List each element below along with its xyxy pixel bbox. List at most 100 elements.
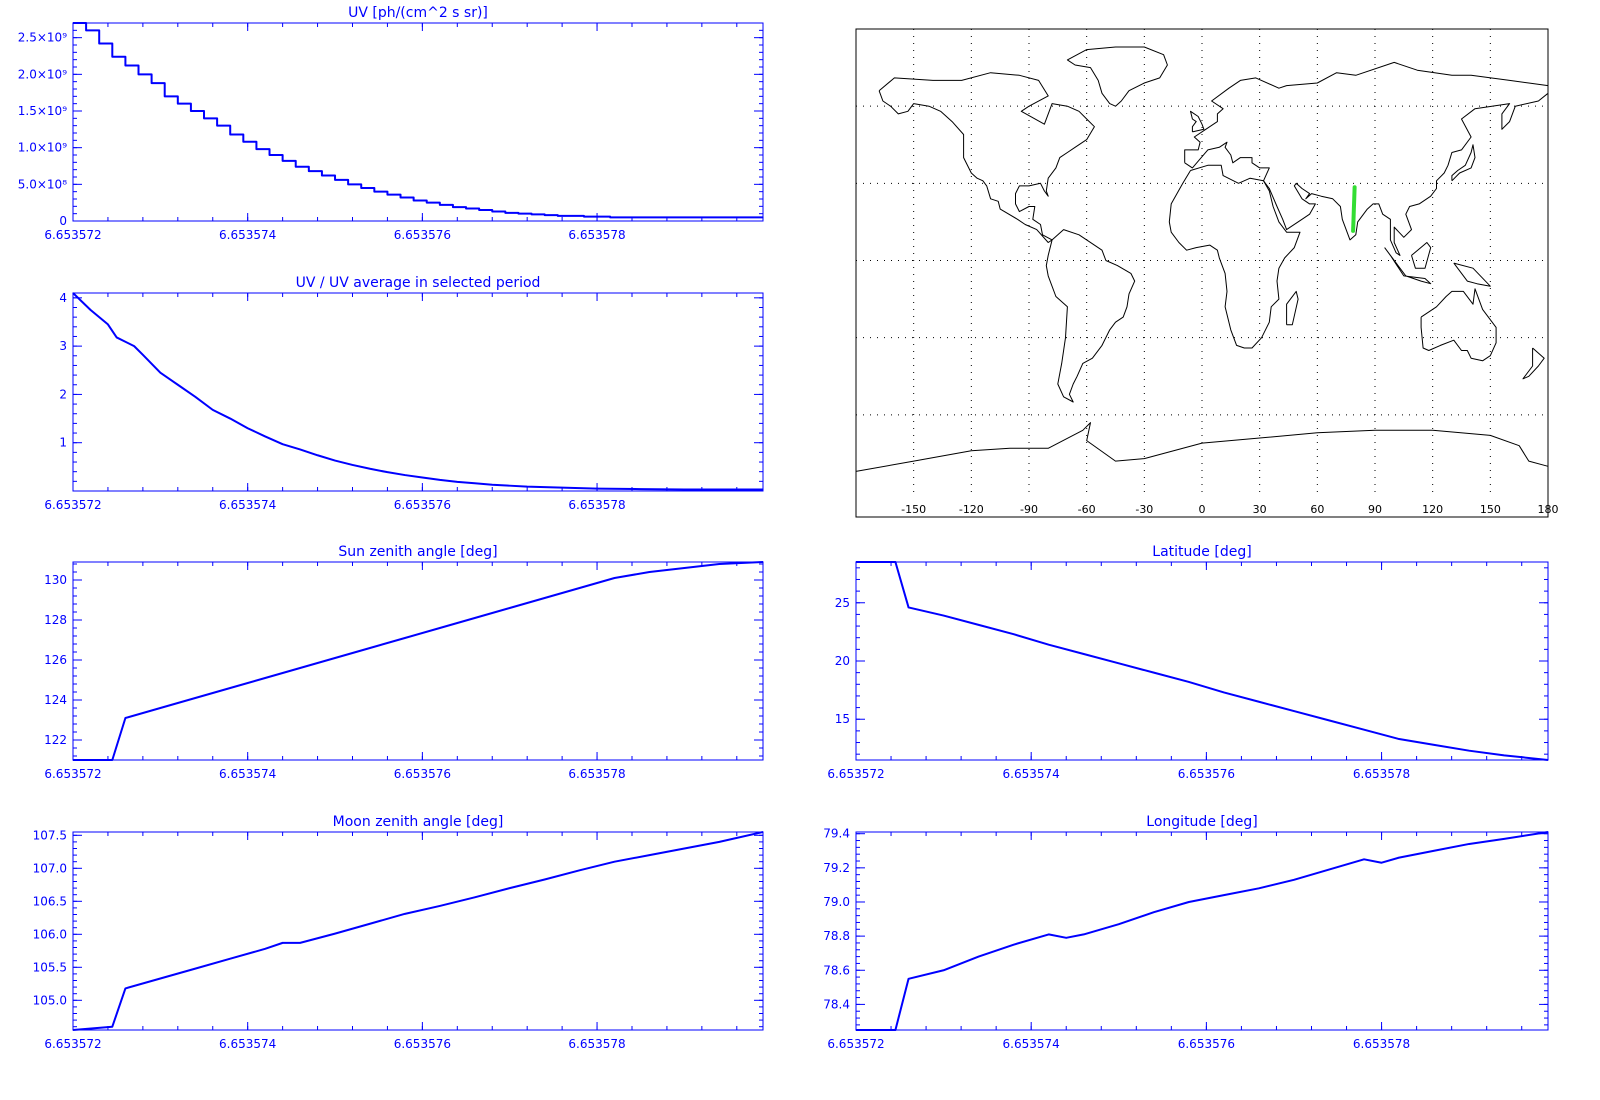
data-point bbox=[1118, 662, 1120, 664]
data-point bbox=[203, 117, 205, 119]
data-point bbox=[561, 487, 563, 489]
y-tick-label: 79.4 bbox=[823, 827, 850, 841]
data-point bbox=[491, 484, 493, 486]
data-point bbox=[718, 841, 720, 843]
data-point bbox=[648, 854, 651, 856]
y-tick-label: 107.0 bbox=[33, 861, 67, 875]
data-point bbox=[247, 427, 249, 429]
indonesia-outline bbox=[1384, 247, 1432, 285]
map-lon-label: 120 bbox=[1422, 503, 1443, 516]
map-lon-label: 60 bbox=[1310, 503, 1324, 516]
data-point bbox=[465, 207, 467, 210]
data-point bbox=[124, 717, 127, 719]
data-point bbox=[137, 73, 140, 75]
data-point bbox=[334, 459, 336, 462]
data-point bbox=[942, 614, 945, 617]
data-point bbox=[133, 345, 135, 347]
map-lon-label: -90 bbox=[1020, 503, 1038, 516]
data-point bbox=[1503, 754, 1505, 756]
x-tick-label: 6.653574 bbox=[219, 498, 276, 512]
sun-zenith-chart: Sun zenith angle [deg] 6.653572 6.653574 6.… bbox=[44, 544, 764, 781]
y-tick-label: 106.0 bbox=[33, 927, 67, 941]
data-point bbox=[1013, 633, 1015, 635]
map-lon-label: 0 bbox=[1199, 503, 1206, 516]
plot-frame bbox=[72, 561, 764, 761]
data-point bbox=[373, 191, 375, 193]
data-point bbox=[683, 216, 685, 218]
data-point bbox=[894, 561, 897, 563]
y-tick-label: 78.6 bbox=[823, 963, 850, 977]
map-lon-label: 90 bbox=[1368, 503, 1382, 516]
y-tick-label: 4 bbox=[59, 291, 67, 305]
data-point bbox=[369, 468, 371, 470]
data-point bbox=[299, 667, 301, 669]
new-zealand-outline bbox=[1522, 347, 1545, 380]
data-point bbox=[369, 647, 371, 649]
data-point bbox=[907, 978, 910, 980]
data-point bbox=[557, 215, 559, 217]
chart-title: UV / UV average in selected period bbox=[296, 275, 541, 291]
data-point bbox=[426, 202, 428, 204]
data-point bbox=[386, 194, 389, 196]
plot-frame bbox=[855, 831, 1549, 1031]
data-point bbox=[351, 464, 354, 466]
data-point bbox=[439, 479, 441, 481]
chart-title: Latitude [deg] bbox=[1152, 544, 1251, 560]
data-point bbox=[334, 179, 336, 181]
plot-frame bbox=[72, 292, 764, 492]
data-point bbox=[439, 204, 441, 206]
y-tick-label: 78.8 bbox=[823, 929, 850, 943]
data-point bbox=[1503, 838, 1505, 840]
y-tick-label: 0 bbox=[59, 214, 67, 228]
data-point bbox=[474, 482, 476, 484]
data-point bbox=[1468, 750, 1470, 752]
plot-frame bbox=[72, 831, 764, 1031]
data-point bbox=[683, 488, 685, 491]
data-point bbox=[509, 607, 511, 609]
data-point bbox=[1048, 933, 1050, 936]
data-point bbox=[72, 1029, 74, 1031]
data-point bbox=[194, 968, 196, 970]
data-point bbox=[1258, 887, 1260, 889]
data-point bbox=[229, 133, 231, 136]
data-point bbox=[190, 110, 192, 112]
y-tick-label: 106.5 bbox=[33, 894, 67, 908]
data-point bbox=[907, 606, 910, 609]
y-tick-label: 3 bbox=[59, 339, 67, 353]
data-point bbox=[1363, 858, 1365, 860]
longitude-chart: Longitude [deg] 6.653572 6.653574 6.653576 6… bbox=[823, 814, 1549, 1051]
x-tick-label: 6.653578 bbox=[568, 767, 625, 781]
data-point bbox=[526, 486, 528, 488]
data-point bbox=[570, 215, 572, 217]
data-point bbox=[229, 958, 231, 960]
data-point bbox=[264, 948, 266, 950]
x-tick-label: 6.653572 bbox=[44, 1037, 101, 1051]
y-tick-label: 79.0 bbox=[823, 895, 850, 909]
data-point bbox=[282, 160, 284, 162]
data-point bbox=[1153, 672, 1155, 674]
data-point bbox=[347, 183, 349, 185]
map-lon-label: -60 bbox=[1078, 503, 1096, 516]
data-point bbox=[609, 216, 611, 218]
data-point bbox=[583, 216, 585, 218]
data-point bbox=[255, 148, 258, 150]
data-point bbox=[107, 323, 109, 325]
north-america-outline bbox=[878, 72, 1095, 243]
data-point bbox=[1547, 759, 1549, 761]
data-point bbox=[596, 487, 598, 490]
y-tick-label: 2.5×10⁹ bbox=[18, 31, 67, 45]
data-point bbox=[216, 125, 218, 127]
data-point bbox=[718, 563, 720, 565]
uv-chart: UV [ph/(cm^2 s sr)] 6.653572 6.653574 6.653… bbox=[18, 5, 764, 242]
data-point bbox=[1293, 879, 1295, 881]
world-map: -150 -120 -90 -60 -30 0 30 60 90 120 150 180 bbox=[855, 28, 1559, 518]
chart-title: Sun zenith angle [deg] bbox=[338, 544, 497, 560]
data-point bbox=[334, 657, 336, 659]
data-point bbox=[762, 831, 764, 833]
y-tick-label: 79.2 bbox=[823, 861, 850, 875]
data-point bbox=[111, 759, 113, 761]
data-point bbox=[1223, 894, 1225, 896]
borneo-outline bbox=[1411, 242, 1432, 269]
data-point bbox=[1433, 850, 1435, 852]
data-point bbox=[72, 292, 74, 294]
